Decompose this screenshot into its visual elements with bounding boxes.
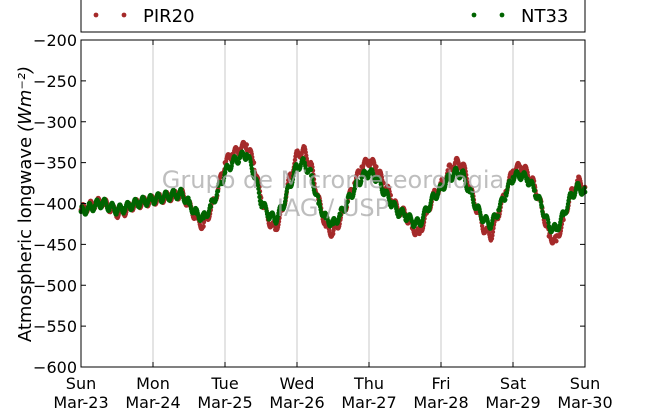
- data-point: [490, 233, 495, 238]
- y-axis: −200 −250 −300 −350 −400 −450 −500 −550 −600: [33, 31, 585, 377]
- data-point: [490, 229, 496, 235]
- data-point: [179, 186, 184, 192]
- data-point: [215, 188, 221, 194]
- y-tick-label: −600: [33, 358, 77, 377]
- watermark-line-2: IAG / USP: [277, 194, 389, 222]
- data-point: [249, 162, 254, 168]
- y-axis-label: Atmospheric longwave (Wm⁻²): [15, 66, 36, 342]
- y-tick-label: −250: [33, 72, 77, 91]
- data-point: [171, 188, 177, 194]
- data-point: [345, 199, 350, 205]
- x-tick-label-day: Sun: [66, 374, 96, 393]
- x-tick-label-date: Mar-25: [197, 393, 252, 409]
- data-point: [251, 170, 257, 175]
- x-tick-label-date: Mar-23: [53, 393, 108, 409]
- data-point: [359, 179, 364, 184]
- y-tick-label: −400: [33, 195, 77, 214]
- x-tick-label-day: Sat: [500, 374, 526, 393]
- x-tick-label-date: Mar-26: [269, 393, 324, 409]
- data-point: [330, 231, 336, 237]
- data-point: [373, 164, 379, 170]
- watermark: Grupo de Micrometeorologia IAG / USP: [162, 166, 504, 222]
- x-tick-label-date: Mar-27: [341, 393, 396, 409]
- y-tick-label: −450: [33, 235, 77, 254]
- x-tick-label-date: Mar-24: [125, 393, 180, 409]
- data-point: [532, 188, 537, 193]
- data-point: [445, 168, 451, 174]
- data-point: [310, 181, 316, 186]
- x-tick-label-day: Tue: [210, 374, 238, 393]
- data-point: [301, 156, 306, 161]
- x-tick-label-date: Mar-30: [557, 393, 612, 409]
- data-point: [256, 186, 261, 191]
- data-point: [565, 205, 570, 210]
- data-point: [546, 220, 551, 225]
- data-point: [310, 177, 315, 182]
- y-axis-label-text: Atmospheric longwave: [15, 137, 36, 342]
- data-point: [495, 213, 501, 218]
- data-point: [236, 159, 242, 165]
- legend: PIR20 NT33: [80, 0, 586, 33]
- y-tick-label: −200: [33, 31, 77, 50]
- y-axis-label-unit: (Wm⁻²): [15, 66, 36, 132]
- data-point: [257, 194, 262, 200]
- x-tick-label-day: Mon: [136, 374, 170, 393]
- legend-marker-pir20: [93, 12, 99, 18]
- y-tick-label: −350: [33, 154, 77, 173]
- data-point: [93, 202, 98, 208]
- data-point: [582, 185, 587, 191]
- data-point: [462, 178, 468, 183]
- data-point: [309, 173, 315, 178]
- data-point: [244, 142, 250, 148]
- data-point: [284, 192, 289, 197]
- data-point: [565, 201, 571, 207]
- data-point: [208, 204, 214, 210]
- x-tick-label-day: Wed: [280, 374, 315, 393]
- data-point: [462, 175, 467, 180]
- data-point: [256, 190, 262, 196]
- watermark-line-1: Grupo de Micrometeorologia: [162, 166, 504, 194]
- data-point: [553, 238, 559, 244]
- x-tick-label-date: Mar-28: [413, 393, 468, 409]
- x-tick-label-day: Sun: [570, 374, 600, 393]
- legend-marker-nt33: [471, 12, 477, 18]
- legend-marker-nt33: [499, 12, 505, 18]
- data-point: [255, 182, 261, 188]
- data-point: [517, 164, 523, 170]
- data-point: [282, 199, 288, 204]
- data-point: [222, 170, 228, 175]
- x-tick-label-day: Fri: [431, 374, 450, 393]
- data-point: [503, 197, 508, 202]
- y-tick-label: −550: [33, 317, 77, 336]
- y-tick-label: −500: [33, 276, 77, 295]
- data-point: [539, 204, 545, 210]
- x-tick-label-date: Mar-29: [485, 393, 540, 409]
- data-point: [290, 177, 296, 182]
- x-tick-label-day: Thu: [353, 374, 384, 393]
- data-point: [201, 223, 206, 229]
- legend-label-nt33: NT33: [521, 6, 568, 27]
- data-point: [315, 194, 321, 199]
- data-point: [525, 176, 530, 182]
- data-point: [292, 157, 298, 163]
- data-point: [504, 190, 510, 195]
- data-point: [283, 195, 288, 201]
- legend-marker-pir20: [121, 12, 127, 18]
- legend-label-pir20: PIR20: [143, 6, 195, 27]
- data-point: [291, 173, 296, 179]
- data-point: [337, 212, 343, 218]
- x-axis: SunMar-23MonMar-24TueMar-25WedMar-26ThuM…: [53, 40, 613, 409]
- data-point: [308, 167, 314, 173]
- y-tick-label: −300: [33, 113, 77, 132]
